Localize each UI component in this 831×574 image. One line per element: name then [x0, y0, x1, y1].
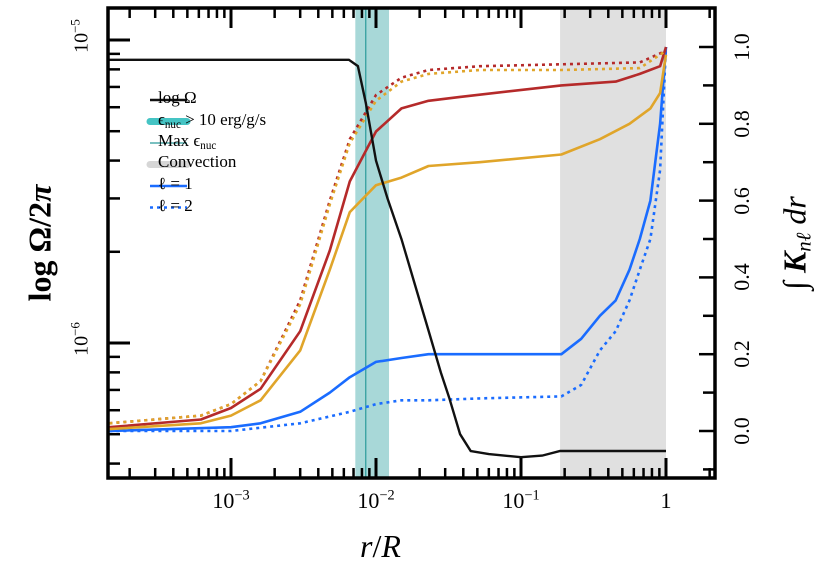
- series-line-orange-solid: [109, 54, 668, 431]
- x-label-R: R: [381, 528, 401, 564]
- y-right-tick-label: 0.4: [729, 263, 754, 292]
- y-right-tick-label: 0.8: [729, 110, 754, 138]
- eps-nuc-band: [355, 8, 390, 478]
- y-left-label-pi: π: [21, 184, 58, 203]
- x-tick-label: 10−3: [212, 487, 250, 513]
- eps-sub: nuc: [164, 118, 181, 131]
- y-right-label-sub: nℓ: [792, 232, 816, 252]
- series-line-blue-dotted: [109, 46, 668, 433]
- log-omega-line: [109, 58, 666, 459]
- y-right-tick-label: 0.6: [729, 186, 754, 215]
- y-left-tick-label: 10−6: [67, 322, 93, 356]
- plot-frame: [106, 6, 717, 480]
- y-right-axis-label: ∫ Knℓ dr: [776, 196, 816, 290]
- x-axis-label: r/R: [360, 528, 401, 565]
- x-tick-label: 10−2: [357, 487, 395, 513]
- eps-symbol: ϵ: [158, 110, 165, 129]
- max-eps-text: Max ϵ: [158, 131, 201, 150]
- y-right-tick-label: 1.0: [729, 33, 754, 61]
- convection-band: [560, 8, 666, 478]
- legend-label-eps-nuc: ϵnuc > 10 erg/g/s: [158, 110, 266, 130]
- series-line-orange-dotted: [109, 49, 667, 425]
- y-left-tick-label: 10−5: [67, 19, 93, 53]
- x-tick-label: 10−1: [502, 487, 540, 513]
- legend-label-l2: ℓ = 2: [158, 196, 193, 215]
- legend-label-max-eps: Max ϵnuc: [158, 131, 216, 151]
- y-right-label-K: K: [776, 251, 813, 274]
- legend-label-log-omega: log Ω: [158, 88, 197, 107]
- eps-rest: > 10 erg/g/s: [180, 110, 267, 129]
- legend-label-convection: Convection: [158, 152, 237, 171]
- y-left-label-text: log Ω/2: [21, 202, 58, 302]
- legend-label-l1: ℓ = 1: [158, 174, 193, 193]
- integral-sign: ∫: [776, 281, 813, 290]
- y-left-axis-label: log Ω/2π: [22, 185, 59, 302]
- y-right-tick-label: 0.0: [729, 417, 754, 445]
- y-right-tick-label: 0.2: [729, 340, 754, 368]
- x-label-r: r: [360, 528, 373, 564]
- x-label-slash: /: [372, 528, 382, 564]
- max-eps-sub: nuc: [200, 139, 217, 152]
- series-line-red-solid: [109, 46, 668, 429]
- series-line-blue-solid: [109, 46, 668, 433]
- x-tick-label: 1: [660, 488, 672, 513]
- y-right-label-dr: dr: [776, 196, 813, 225]
